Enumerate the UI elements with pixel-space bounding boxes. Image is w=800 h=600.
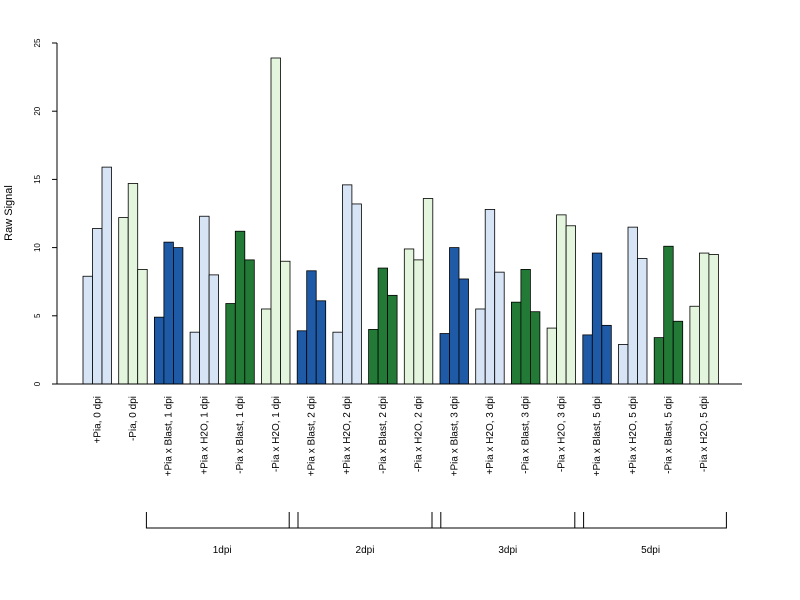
bar xyxy=(82,275,93,385)
bar xyxy=(663,245,674,385)
x-tick-label: -Pia, 0 dpi xyxy=(128,396,139,441)
group-bracket xyxy=(288,512,442,529)
x-tick-label: +Pia x Blast, 1 dpi xyxy=(164,396,175,476)
bar xyxy=(637,258,648,385)
bar xyxy=(403,248,415,385)
group-bracket xyxy=(574,512,727,529)
bar xyxy=(153,316,165,385)
x-tick-label: +Pia, 0 dpi xyxy=(92,396,103,444)
bar xyxy=(280,260,291,385)
x-tick-label: +Pia x H2O, 5 dpi xyxy=(628,396,639,475)
bar xyxy=(387,294,398,385)
bar xyxy=(351,203,362,385)
axes-layer xyxy=(52,42,742,385)
group-bracket xyxy=(431,512,585,529)
bar xyxy=(92,228,103,385)
bar xyxy=(439,333,450,385)
bar xyxy=(653,337,665,385)
bar xyxy=(137,269,148,385)
x-tick-label: -Pia x H2O, 1 dpi xyxy=(271,396,282,472)
x-tick-label: -Pia x Blast, 5 dpi xyxy=(663,396,674,474)
y-tick-label: 15 xyxy=(33,174,42,183)
bars-layer xyxy=(82,57,719,385)
bar xyxy=(510,301,522,385)
x-tick-label: -Pia x Blast, 3 dpi xyxy=(521,396,532,474)
bar xyxy=(315,300,327,385)
bar xyxy=(332,331,343,385)
bar xyxy=(672,320,684,385)
bar xyxy=(127,183,139,385)
y-tick-label: 20 xyxy=(33,106,42,115)
x-tick-label: +Pia x H2O, 1 dpi xyxy=(199,396,210,475)
bar xyxy=(163,241,174,385)
labels-layer: 0 5 10 15 20 25 +Pia, 0 dpi -Pia, 0 dpi +Pia x B… xyxy=(33,38,710,476)
bar xyxy=(618,344,629,385)
group-label: 1dpi xyxy=(213,545,232,556)
bar xyxy=(413,259,424,385)
bar xyxy=(591,252,603,385)
bar xyxy=(530,311,541,385)
bar xyxy=(484,209,496,385)
group-bracket xyxy=(145,512,299,529)
bar xyxy=(520,269,531,385)
x-tick-label: -Pia x H2O, 5 dpi xyxy=(699,396,710,472)
x-tick-label: +Pia x H2O, 2 dpi xyxy=(342,396,353,475)
x-tick-label: -Pia x Blast, 1 dpi xyxy=(235,396,246,474)
bar xyxy=(708,254,719,385)
x-tick-label: +Pia x Blast, 3 dpi xyxy=(449,396,460,476)
bar xyxy=(556,214,567,385)
y-tick-label: 0 xyxy=(33,381,42,386)
bar xyxy=(244,259,255,385)
x-tick-label: +Pia x Blast, 5 dpi xyxy=(592,396,603,476)
group-label: 3dpi xyxy=(498,545,517,556)
y-tick-label: 25 xyxy=(33,38,42,47)
bar xyxy=(296,330,308,385)
bar xyxy=(306,270,317,385)
bar xyxy=(565,225,576,385)
bar xyxy=(118,217,129,385)
group-label: 2dpi xyxy=(356,545,375,556)
bar xyxy=(699,252,710,385)
bar xyxy=(234,230,246,385)
bar xyxy=(689,305,700,385)
bar xyxy=(422,198,434,385)
x-tick-label: -Pia x H2O, 3 dpi xyxy=(556,396,567,472)
y-tick-label: 10 xyxy=(33,243,42,252)
bar xyxy=(475,308,486,385)
bar xyxy=(225,303,236,385)
x-tick-label: +Pia x H2O, 3 dpi xyxy=(485,396,496,475)
group-label: 5dpi xyxy=(641,545,660,556)
bar xyxy=(208,274,220,385)
x-tick-label: +Pia x Blast, 2 dpi xyxy=(306,396,317,476)
bar xyxy=(341,184,353,385)
bar xyxy=(449,247,460,385)
x-tick-label: -Pia x H2O, 2 dpi xyxy=(414,396,425,472)
bar xyxy=(199,215,210,385)
bar xyxy=(627,226,638,385)
y-axis-label: Raw Signal xyxy=(3,185,15,241)
bar xyxy=(189,331,201,385)
bar xyxy=(172,247,184,385)
bar xyxy=(458,278,469,385)
bar xyxy=(601,324,612,385)
bar xyxy=(582,334,593,385)
group-brackets-layer: 1dpi 2dpi 3dpi 5dpi xyxy=(145,512,727,556)
bar xyxy=(261,308,272,385)
bar xyxy=(377,267,389,385)
bar xyxy=(270,57,281,385)
bar xyxy=(494,271,505,385)
y-tick-label: 5 xyxy=(33,313,42,318)
bar xyxy=(368,329,379,385)
x-tick-label: -Pia x Blast, 2 dpi xyxy=(378,396,389,474)
bar xyxy=(101,166,112,385)
bar xyxy=(546,327,557,385)
